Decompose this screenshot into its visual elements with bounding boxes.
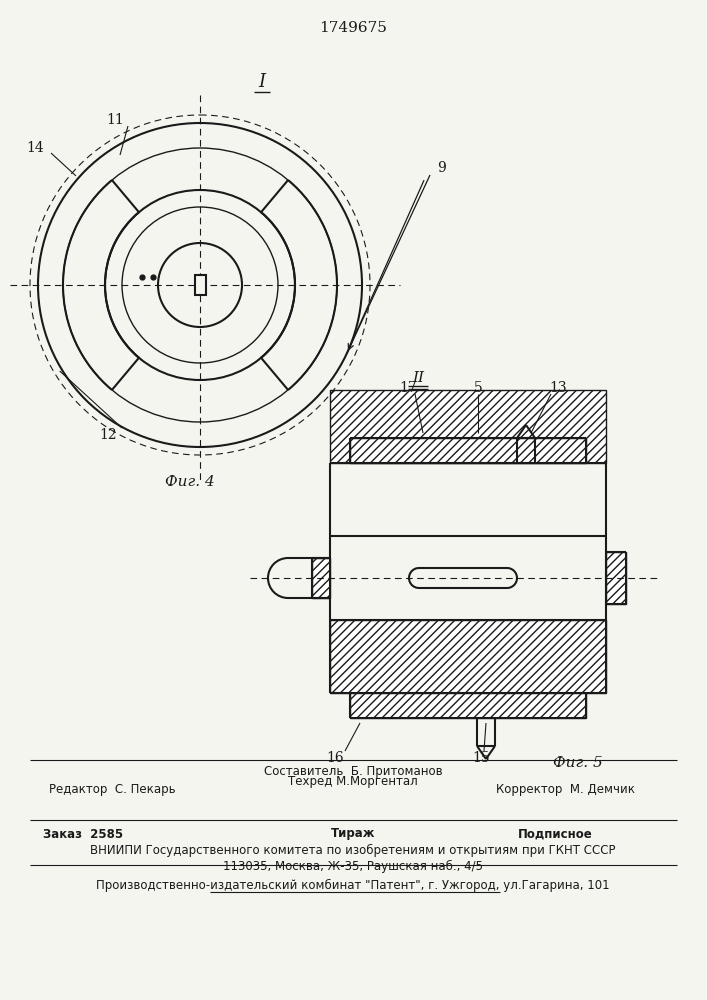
Text: II: II	[412, 371, 424, 385]
Text: Фиг. 4: Фиг. 4	[165, 475, 215, 489]
Text: Производственно-издательский комбинат "Патент", г. Ужгород, ул.Гагарина, 101: Производственно-издательский комбинат "П…	[96, 878, 610, 892]
Text: 9: 9	[438, 161, 446, 175]
Text: Тираж: Тираж	[331, 828, 375, 840]
Text: 15: 15	[472, 751, 490, 765]
Text: 11: 11	[106, 113, 124, 127]
Bar	[606, 552, 626, 604]
Text: 14: 14	[26, 141, 44, 155]
Bar	[312, 558, 330, 598]
Bar	[330, 620, 606, 693]
Text: Составитель  Б. Притоманов: Составитель Б. Притоманов	[264, 766, 443, 778]
Text: Корректор  М. Демчик: Корректор М. Демчик	[496, 784, 634, 796]
Text: 13: 13	[549, 381, 567, 395]
Text: Заказ  2585: Заказ 2585	[43, 828, 123, 840]
Bar	[350, 693, 586, 718]
Text: Фиг. 5: Фиг. 5	[553, 756, 603, 770]
Bar	[350, 438, 586, 463]
Text: 12: 12	[99, 428, 117, 442]
Text: I: I	[259, 73, 266, 91]
Text: ВНИИПИ Государственного комитета по изобретениям и открытиям при ГКНТ СССР: ВНИИПИ Государственного комитета по изоб…	[90, 843, 616, 857]
Text: 113035, Москва, Ж-35, Раушская наб., 4/5: 113035, Москва, Ж-35, Раушская наб., 4/5	[223, 859, 483, 873]
Bar	[194, 275, 206, 295]
Bar	[330, 390, 606, 463]
Text: 1749675: 1749675	[319, 21, 387, 35]
Text: Редактор  С. Пекарь: Редактор С. Пекарь	[49, 784, 175, 796]
Text: 16: 16	[326, 751, 344, 765]
Text: Подписное: Подписное	[518, 828, 592, 840]
Text: 5: 5	[474, 381, 482, 395]
Text: 17: 17	[399, 381, 417, 395]
Text: Техред М.Моргентал: Техред М.Моргентал	[288, 776, 418, 788]
